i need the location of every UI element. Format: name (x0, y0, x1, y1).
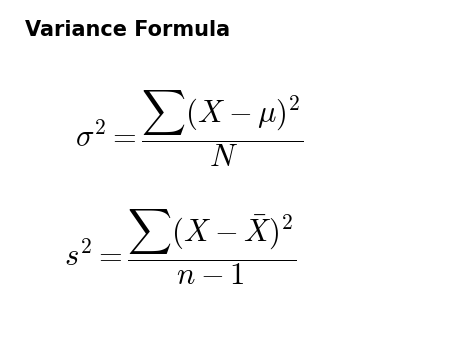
Text: Variance Formula: Variance Formula (25, 20, 230, 40)
Text: $\sigma^2 = \dfrac{\sum(X - \mu)^2}{N}$: $\sigma^2 = \dfrac{\sum(X - \mu)^2}{N}$ (75, 88, 303, 169)
Text: $s^2 = \dfrac{\sum(X - \bar{X})^2}{n-1}$: $s^2 = \dfrac{\sum(X - \bar{X})^2}{n-1}$ (64, 207, 296, 287)
